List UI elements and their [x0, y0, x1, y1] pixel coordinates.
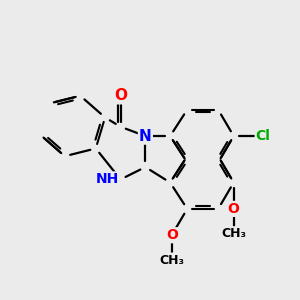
Text: CH₃: CH₃ [221, 227, 246, 240]
Text: N: N [139, 129, 152, 144]
Text: O: O [114, 88, 127, 103]
Text: O: O [166, 228, 178, 242]
Text: NH: NH [96, 172, 119, 186]
Text: Cl: Cl [256, 129, 271, 143]
Text: O: O [228, 202, 240, 216]
Text: CH₃: CH₃ [159, 254, 184, 266]
